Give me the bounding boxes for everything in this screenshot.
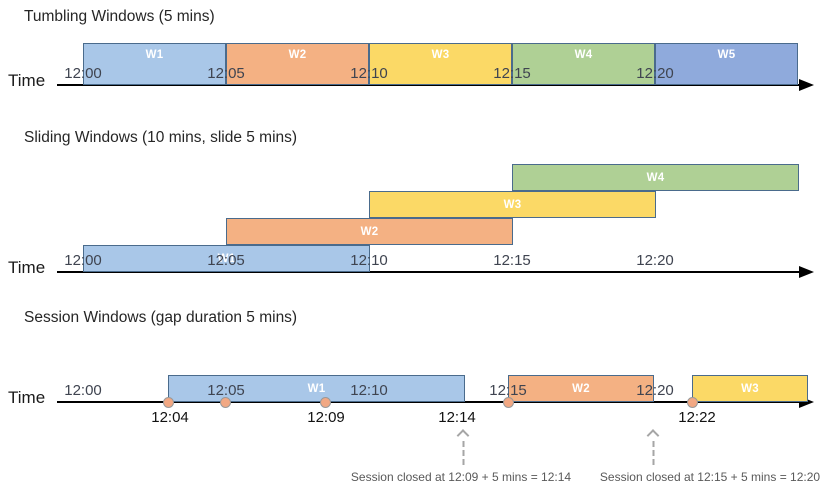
time-tick-label: 12:15 bbox=[493, 252, 531, 269]
window-label: W3 bbox=[503, 198, 522, 211]
time-tick-label: 12:10 bbox=[350, 252, 388, 269]
time-tick-label: 12:20 bbox=[636, 65, 674, 82]
tumbling-section-title: Tumbling Windows (5 mins) bbox=[24, 8, 215, 25]
window-label: W2 bbox=[288, 49, 307, 61]
sliding-section-title: Sliding Windows (10 mins, slide 5 mins) bbox=[24, 129, 298, 146]
event-dot bbox=[320, 397, 331, 408]
time-tick-label: 12:00 bbox=[64, 252, 102, 269]
event-dot bbox=[503, 397, 514, 408]
arrow-up-chevron-icon bbox=[456, 429, 470, 442]
window-label: W3 bbox=[431, 49, 450, 61]
event-dot bbox=[220, 397, 231, 408]
session-section-title: Session Windows (gap duration 5 mins) bbox=[24, 309, 298, 326]
window-label: W3 bbox=[741, 382, 759, 395]
event-time-label: 12:22 bbox=[678, 409, 716, 426]
window-label: W1 bbox=[307, 382, 326, 395]
sliding-window-w4-box: W4 bbox=[512, 164, 799, 191]
sliding-window-w2-box: W2 bbox=[226, 218, 513, 245]
time-tick-label: 12:05 bbox=[207, 65, 245, 82]
time-tick-label: 12:15 bbox=[493, 65, 531, 82]
session-time-axis-label: Time bbox=[8, 388, 46, 407]
session-window-w2-box: W2 bbox=[508, 375, 654, 402]
window-label: W2 bbox=[572, 382, 590, 395]
time-tick-label: 12:00 bbox=[64, 382, 102, 399]
tumbling-window-w4-box: W4 bbox=[512, 43, 655, 85]
window-label: W4 bbox=[574, 49, 593, 61]
sliding-time-axis-label: Time bbox=[8, 258, 46, 277]
time-tick-label: 12:20 bbox=[636, 382, 674, 399]
session-closed-arrow-icon bbox=[456, 429, 470, 465]
tumbling-time-axis-line bbox=[57, 84, 801, 86]
window-label: W5 bbox=[717, 49, 736, 61]
tumbling-window-w1-box: W1 bbox=[83, 43, 226, 85]
event-dot bbox=[687, 397, 698, 408]
window-label: W2 bbox=[360, 225, 379, 238]
time-tick-label: 12:10 bbox=[350, 65, 388, 82]
time-tick-label: 12:00 bbox=[64, 65, 102, 82]
tumbling-time-axis-label: Time bbox=[8, 71, 46, 90]
arrow-dashed-stem bbox=[652, 441, 654, 465]
session-time-axis-line bbox=[57, 401, 801, 403]
tumbling-axis-arrowhead-icon bbox=[799, 79, 814, 91]
event-time-label: 12:09 bbox=[307, 409, 345, 426]
sliding-window-w3-box: W3 bbox=[369, 191, 656, 218]
window-label: W4 bbox=[646, 171, 665, 184]
tumbling-window-w2-box: W2 bbox=[226, 43, 369, 85]
arrow-dashed-stem bbox=[462, 441, 464, 465]
time-tick-label: 12:15 bbox=[489, 382, 527, 399]
event-time-label: 12:04 bbox=[151, 409, 189, 426]
sliding-window-w1-box: W1 bbox=[83, 245, 370, 272]
session-closed-annotation: Session closed at 12:09 + 5 mins = 12:14 bbox=[350, 470, 572, 484]
time-tick-label: 12:20 bbox=[636, 252, 674, 269]
window-label: W1 bbox=[145, 49, 164, 61]
event-time-label: 12:14 bbox=[438, 409, 476, 426]
session-closed-arrow-icon bbox=[646, 429, 660, 465]
tumbling-window-w5-box: W5 bbox=[655, 43, 798, 85]
time-tick-label: 12:05 bbox=[207, 252, 245, 269]
sliding-axis-arrowhead-icon bbox=[799, 266, 814, 278]
arrow-up-chevron-icon bbox=[646, 429, 660, 442]
window-label: W1 bbox=[217, 252, 236, 265]
time-tick-label: 12:05 bbox=[207, 382, 245, 399]
sliding-time-axis-line bbox=[57, 271, 801, 273]
tumbling-window-w3-box: W3 bbox=[369, 43, 512, 85]
event-dot bbox=[163, 397, 174, 408]
session-window-w1-box: W1 bbox=[168, 375, 465, 402]
time-tick-label: 12:10 bbox=[350, 382, 388, 399]
session-window-w3-box: W3 bbox=[692, 375, 808, 402]
session-closed-annotation: Session closed at 12:15 + 5 mins = 12:20 bbox=[599, 470, 821, 484]
